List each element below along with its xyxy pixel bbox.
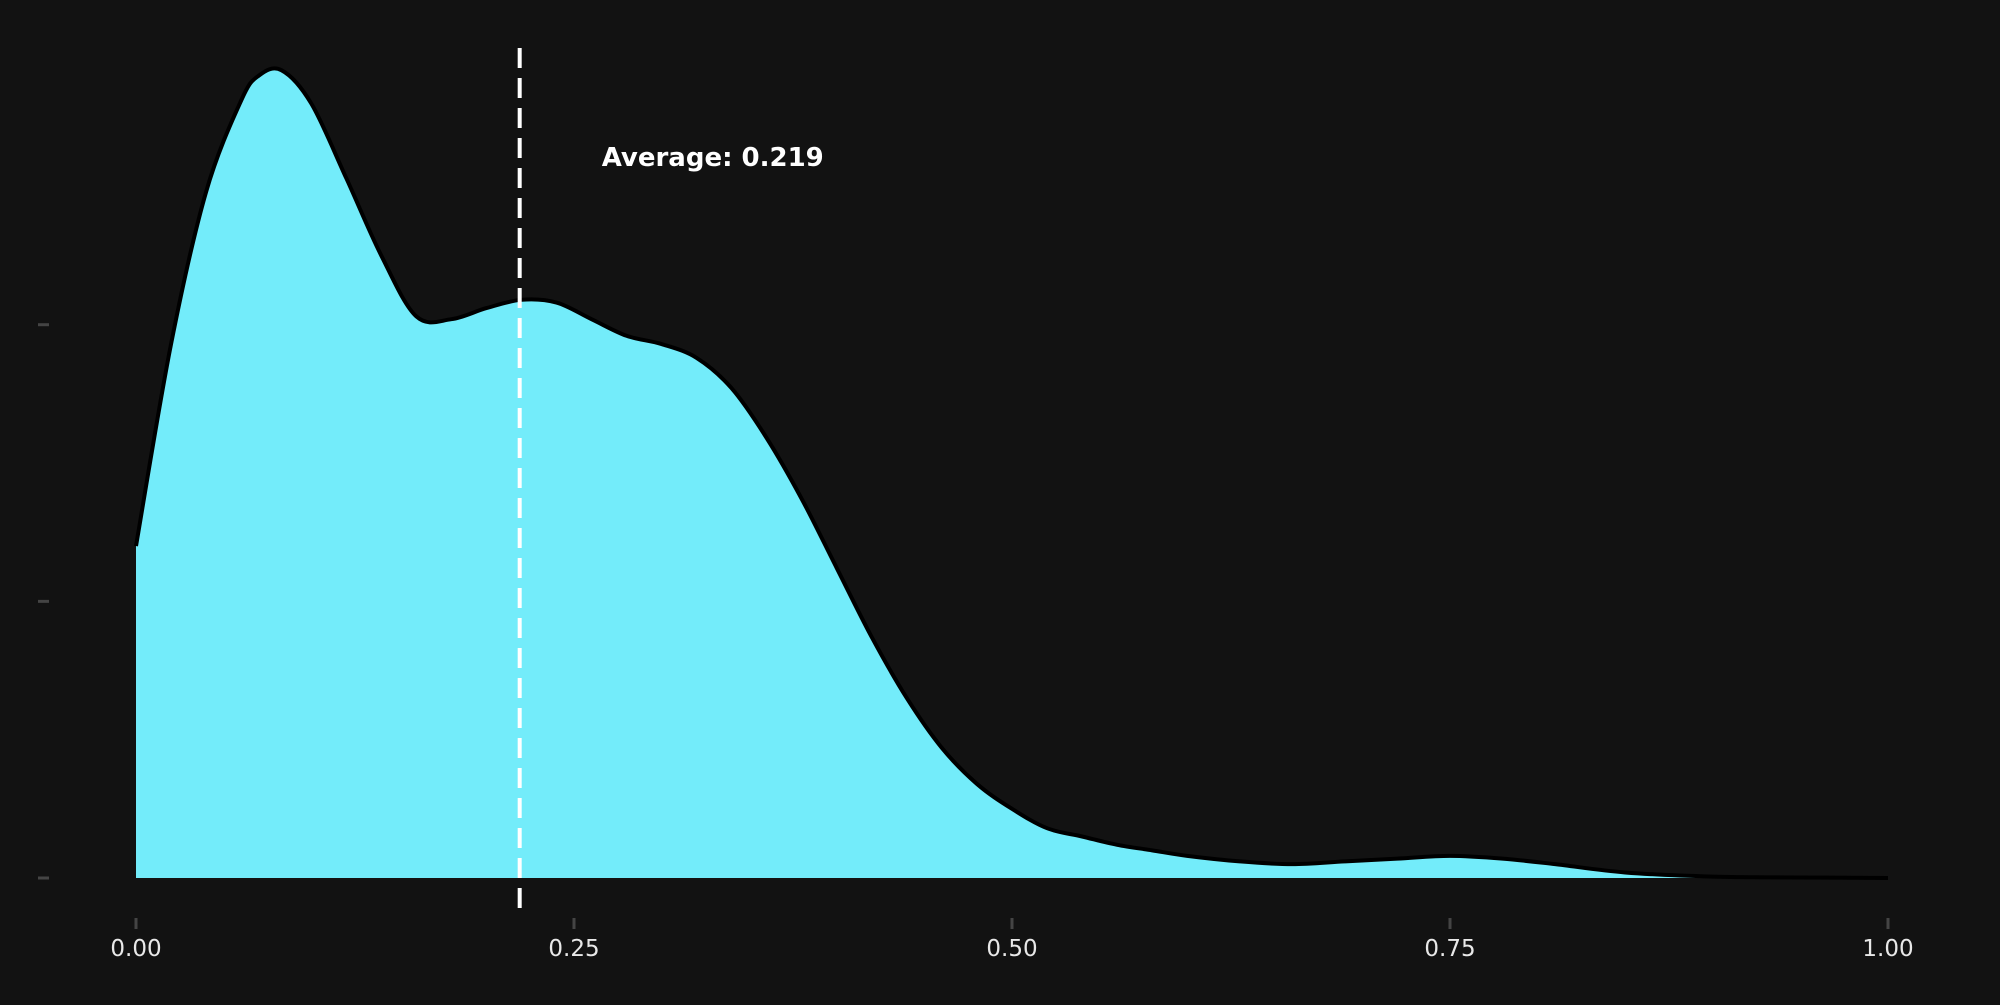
y-axis [38, 323, 49, 880]
x-tick-label: 0.00 [110, 936, 161, 962]
density-curve [134, 66, 1889, 880]
density-area [136, 68, 1888, 879]
x-axis: 0.00 0.25 0.50 0.75 1.00 [110, 918, 1914, 962]
annotations: Average: 0.219 [517, 48, 824, 918]
x-tick-label: 0.50 [986, 936, 1037, 962]
x-tick-label: 0.25 [548, 936, 599, 962]
plot-area [134, 66, 1889, 880]
mean-label: Average: 0.219 [602, 143, 824, 173]
x-tick-label: 1.00 [1862, 936, 1913, 962]
x-tick-label: 0.75 [1424, 936, 1475, 962]
